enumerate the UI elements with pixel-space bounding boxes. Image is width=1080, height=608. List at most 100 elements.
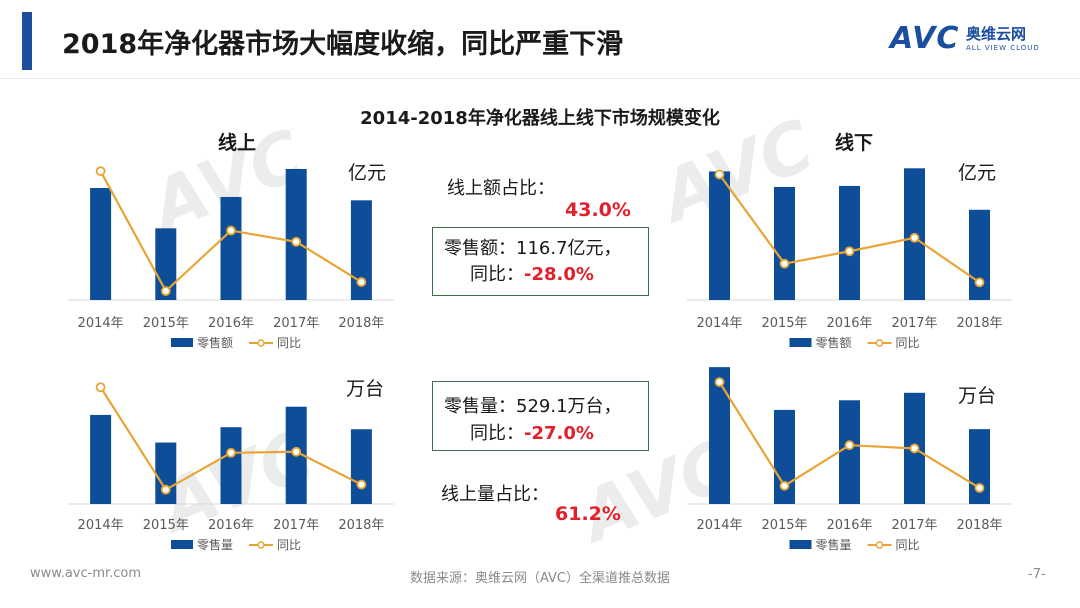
- yoy-point: [779, 258, 790, 269]
- bar: [774, 409, 795, 504]
- x-tick-label: 2018年: [338, 518, 384, 533]
- bar: [285, 168, 307, 300]
- volume-yoy-value: -27.0%: [524, 423, 594, 444]
- legend-bar-label: 零售额: [816, 335, 852, 350]
- legend-bar-label: 零售额: [197, 335, 233, 350]
- volume-yoy-label: 同比：: [470, 423, 524, 444]
- yoy-point: [974, 277, 985, 288]
- yoy-point: [844, 246, 855, 257]
- yoy-point: [226, 225, 236, 236]
- yoy-point: [974, 483, 985, 493]
- x-tick-label: 2015年: [761, 316, 807, 331]
- yoy-point: [291, 446, 302, 457]
- legend-bar-swatch: [171, 338, 193, 347]
- yoy-point: [844, 440, 855, 451]
- bar: [709, 367, 730, 504]
- x-tick-label: 2018年: [956, 316, 1002, 331]
- footer-source: 数据来源：奥维云网（AVC）全渠道推总数据: [409, 571, 671, 586]
- legend-line-label: 同比: [277, 538, 301, 552]
- x-tick-label: 2015年: [761, 518, 807, 533]
- amount-summary-box: [432, 227, 649, 296]
- yoy-point: [95, 166, 106, 177]
- bar: [350, 429, 372, 504]
- x-tick-label: 2018年: [338, 316, 384, 331]
- legend-bar-label: 零售量: [816, 537, 852, 552]
- yoy-point: [356, 277, 367, 287]
- legend-line-label: 同比: [896, 538, 920, 552]
- bar: [839, 185, 860, 300]
- yoy-point: [779, 480, 790, 491]
- volume-summary-box: [432, 381, 649, 451]
- online-amount-unit: 亿元: [348, 162, 387, 184]
- bar: [350, 200, 372, 300]
- legend-line-marker: [875, 541, 884, 549]
- x-tick-label: 2016年: [826, 316, 872, 331]
- logo-chinese-name: 奥维云网: [966, 25, 1027, 43]
- volume-summary-line: 零售量：529.1万台，: [444, 396, 622, 417]
- chart-main-title: 2014-2018年净化器线上线下市场规模变化: [360, 108, 720, 129]
- yoy-point: [291, 236, 302, 247]
- x-tick-label: 2015年: [143, 518, 189, 533]
- bar: [220, 427, 242, 504]
- yoy-point: [356, 479, 367, 490]
- title-accent-bar: [22, 12, 32, 70]
- amount-yoy-label: 同比：: [470, 264, 524, 285]
- yoy-point: [160, 484, 171, 495]
- bar: [220, 196, 242, 300]
- x-tick-label: 2016年: [208, 316, 254, 331]
- x-tick-label: 2014年: [78, 316, 124, 331]
- legend-bar-swatch: [789, 540, 812, 549]
- legend-bar-swatch: [171, 540, 193, 549]
- online-volume-unit: 万台: [346, 378, 385, 400]
- x-tick-label: 2015年: [143, 316, 189, 331]
- legend-line-label: 同比: [896, 336, 920, 350]
- header-divider: [0, 78, 1080, 79]
- x-tick-label: 2017年: [273, 518, 319, 533]
- x-tick-label: 2018年: [956, 518, 1002, 533]
- x-tick-label: 2017年: [891, 518, 937, 533]
- offline-panel-title: 线下: [835, 132, 874, 154]
- legend-bar-swatch: [789, 338, 812, 347]
- yoy-point: [714, 169, 725, 180]
- x-tick-label: 2016年: [208, 518, 254, 533]
- logo-mark: AVC: [890, 21, 960, 56]
- x-tick-label: 2014年: [78, 518, 124, 533]
- online-amount-share-value: 43.0%: [565, 199, 631, 221]
- yoy-point: [226, 447, 236, 458]
- bar: [839, 400, 860, 504]
- x-tick-label: 2017年: [273, 316, 319, 331]
- legend-line-marker: [257, 339, 265, 347]
- yoy-point: [714, 377, 725, 388]
- amount-yoy-value: -28.0%: [524, 264, 594, 285]
- legend-line-marker: [257, 541, 265, 549]
- legend-bar-label: 零售量: [197, 537, 233, 552]
- amount-yoy-line: 同比：-28.0%: [470, 260, 594, 286]
- online-volume-share-label: 线上量占比：: [441, 484, 549, 505]
- avc-logo: AVC 奥维云网 ALL VIEW CLOUD: [890, 22, 1060, 58]
- page-number: -7-: [1028, 567, 1046, 582]
- footer-url: www.avc-mr.com: [30, 566, 142, 581]
- x-tick-label: 2016年: [826, 518, 872, 533]
- logo-english-name: ALL VIEW CLOUD: [966, 44, 1040, 52]
- bar: [90, 188, 112, 300]
- yoy-point: [95, 382, 106, 393]
- amount-summary-line: 零售额：116.7亿元，: [444, 238, 622, 259]
- bar: [90, 414, 112, 504]
- page-title: 2018年净化器市场大幅度收缩，同比严重下滑: [62, 29, 624, 60]
- bar: [155, 442, 177, 504]
- online-panel-title: 线上: [218, 132, 257, 154]
- legend-line-marker: [875, 339, 884, 347]
- bar: [709, 171, 730, 300]
- yoy-point: [909, 232, 920, 243]
- offline-volume-unit: 万台: [958, 385, 997, 407]
- yoy-point: [909, 443, 920, 454]
- x-tick-label: 2014年: [696, 316, 742, 331]
- bar: [774, 186, 795, 300]
- x-tick-label: 2014年: [696, 518, 742, 533]
- yoy-point: [160, 286, 171, 296]
- offline-amount-unit: 亿元: [958, 162, 997, 184]
- volume-yoy-line: 同比：-27.0%: [470, 419, 594, 445]
- online-volume-share-value: 61.2%: [555, 503, 621, 525]
- x-tick-label: 2017年: [891, 316, 937, 331]
